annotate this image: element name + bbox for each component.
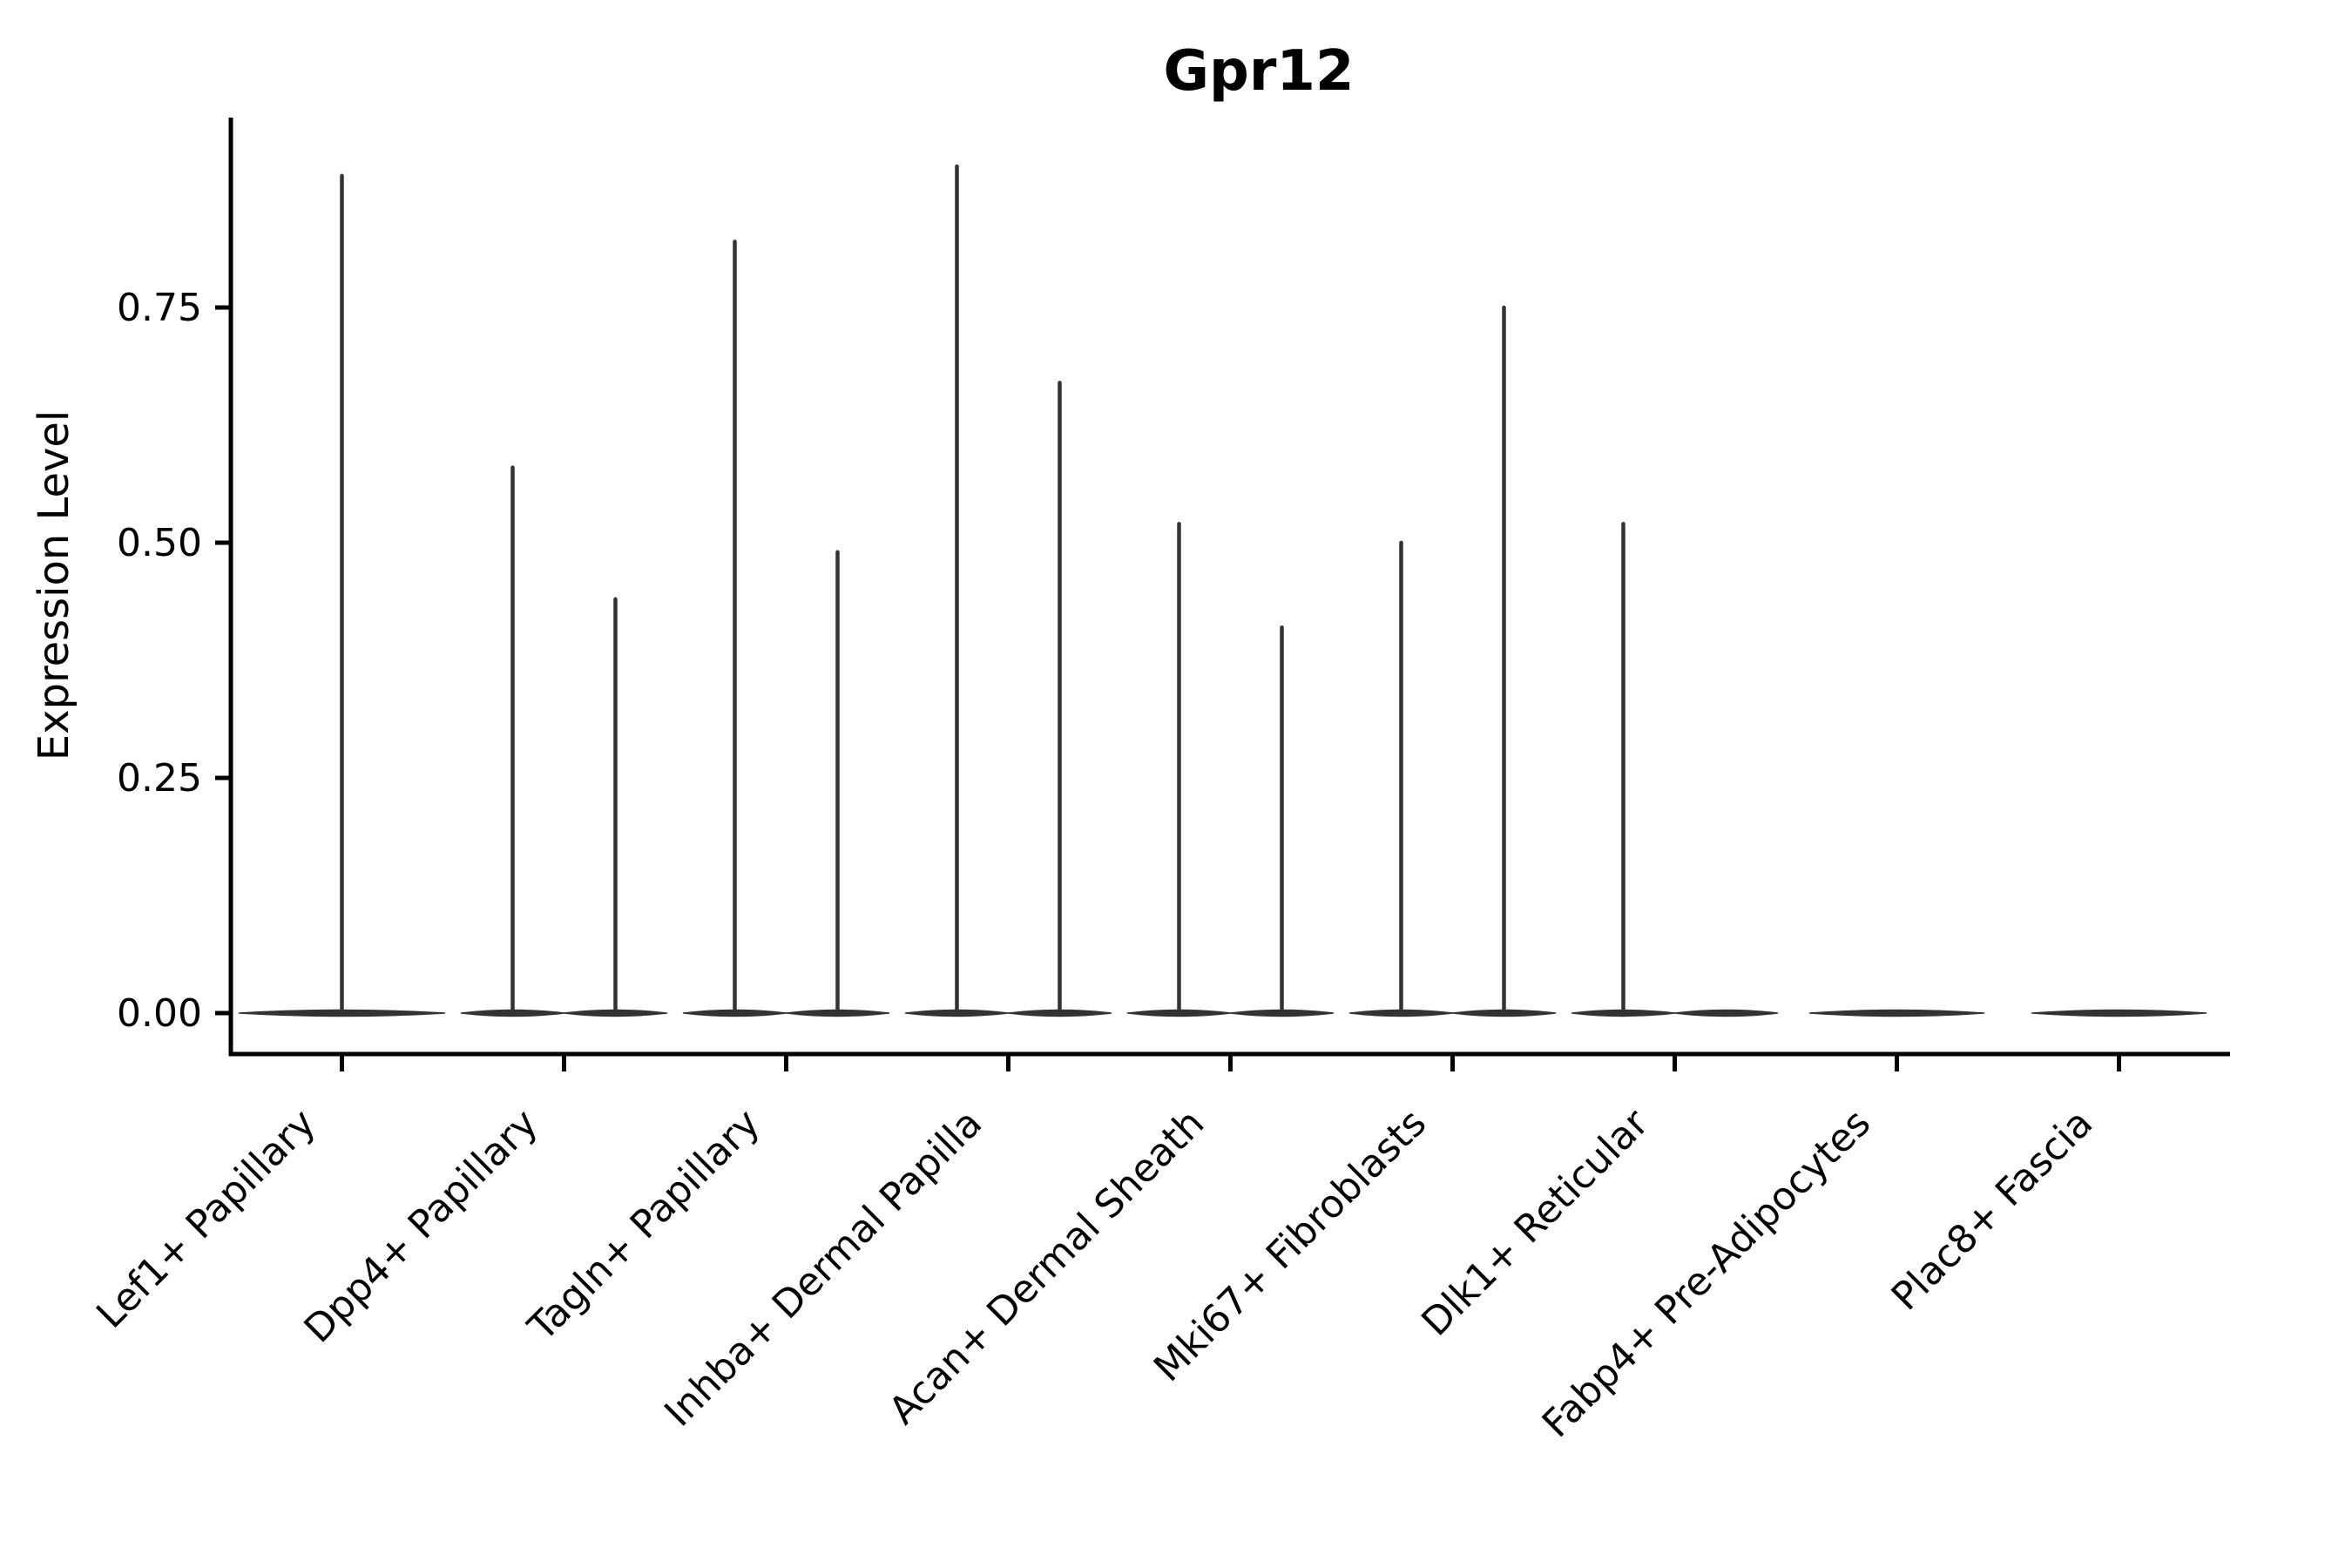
chart-title: Gpr12: [1164, 39, 1355, 104]
y-tick-label: 0.00: [117, 991, 202, 1036]
y-tick-label: 0.75: [117, 286, 202, 330]
violin-base: [2031, 1009, 2207, 1017]
y-axis-label: Expression Level: [30, 410, 78, 761]
x-tick-label: Lef1+ Papillary: [88, 1101, 324, 1337]
x-tick-label: Tagln+ Papillary: [519, 1101, 768, 1350]
violin-base: [1673, 1009, 1779, 1017]
x-tick-label: Dlk1+ Reticular: [1413, 1100, 1658, 1345]
x-tick-label: Plac8+ Fascia: [1883, 1101, 2102, 1320]
violin-base: [1808, 1009, 1985, 1017]
y-tick-label: 0.50: [117, 521, 202, 565]
y-tick-label: 0.25: [117, 756, 202, 801]
x-tick-label: Dpp4+ Papillary: [296, 1101, 547, 1352]
violin-layer: [238, 164, 2207, 1017]
